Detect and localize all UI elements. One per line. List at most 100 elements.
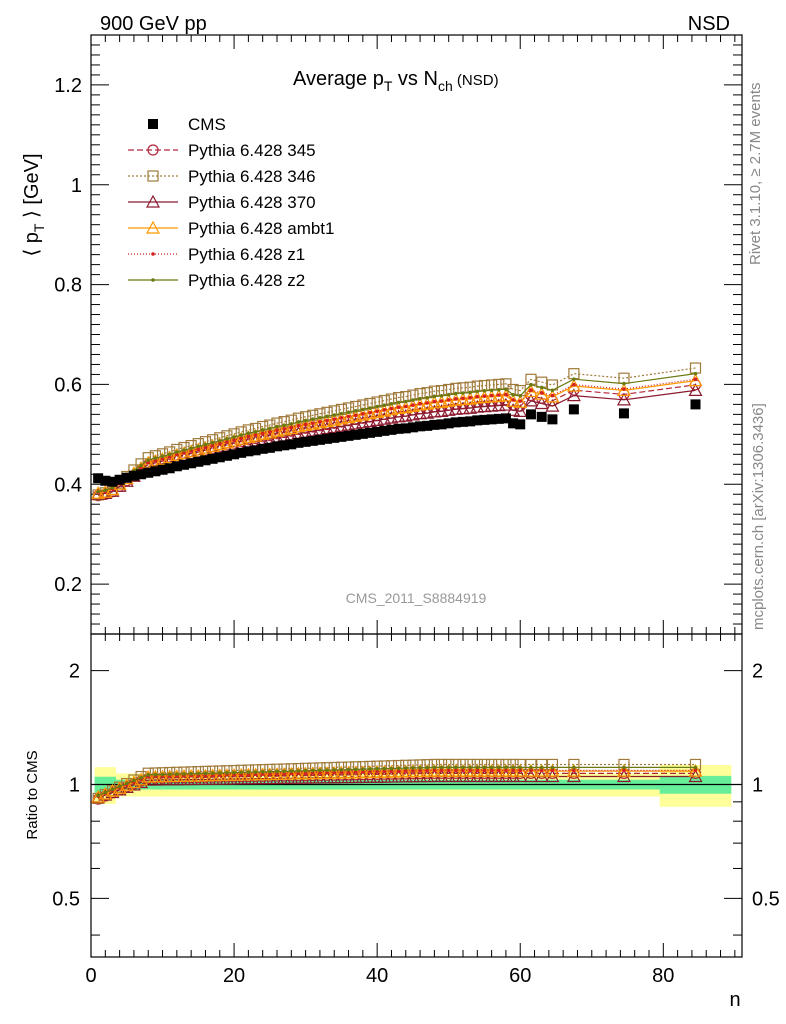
ratio-point bbox=[325, 770, 329, 775]
series-point bbox=[529, 382, 533, 387]
ratio-point bbox=[253, 770, 258, 774]
series-point bbox=[506, 403, 521, 416]
series-point bbox=[461, 391, 465, 395]
series-point bbox=[210, 440, 215, 445]
ratio-point bbox=[189, 771, 193, 776]
ratio-point bbox=[382, 766, 387, 771]
cms-point bbox=[429, 419, 440, 430]
series-point bbox=[282, 423, 286, 428]
cms-point bbox=[407, 422, 418, 433]
ratio-point bbox=[219, 771, 234, 785]
cms-point bbox=[272, 441, 282, 452]
series-point bbox=[489, 393, 494, 398]
cms-point bbox=[472, 415, 483, 426]
series-point bbox=[246, 431, 251, 436]
series-point bbox=[103, 488, 108, 493]
cms-point bbox=[257, 443, 268, 454]
series-point bbox=[427, 395, 442, 409]
cms-point bbox=[128, 470, 139, 481]
ratio-point bbox=[511, 765, 515, 770]
ratio-point bbox=[572, 765, 576, 770]
legend-label: Pythia 6.428 346 bbox=[188, 167, 316, 186]
series-point bbox=[523, 393, 538, 407]
series-point bbox=[616, 383, 631, 396]
cms-point bbox=[690, 399, 701, 410]
ratio-tick-label: 1 bbox=[752, 775, 763, 797]
ratio-series bbox=[91, 758, 703, 805]
ratio-point bbox=[96, 793, 100, 798]
ratio-point bbox=[196, 771, 201, 776]
series-point bbox=[529, 388, 533, 392]
energy-label: 900 GeV pp bbox=[100, 13, 207, 35]
series-point bbox=[303, 422, 308, 427]
cms-point bbox=[515, 419, 526, 430]
ratio-point bbox=[318, 771, 322, 775]
y-tick-label: 0.8 bbox=[54, 275, 82, 297]
series-point bbox=[325, 414, 329, 419]
legend-label: Pythia 6.428 345 bbox=[188, 141, 316, 160]
series-point bbox=[550, 388, 555, 393]
ratio-point bbox=[284, 771, 299, 784]
ratio-point bbox=[246, 770, 251, 775]
ratio-point bbox=[135, 770, 147, 783]
ratio-point bbox=[482, 768, 487, 773]
ratio-point bbox=[298, 770, 313, 784]
cms-point bbox=[343, 430, 354, 441]
ratio-point bbox=[175, 772, 179, 776]
ratio-ticks: 0.5 0.5 1 1 2 2 bbox=[52, 634, 780, 957]
cms-point bbox=[336, 431, 347, 442]
series-point bbox=[225, 437, 229, 441]
legend-label: Pythia 6.428 ambt1 bbox=[188, 219, 334, 238]
ratio-point bbox=[248, 767, 263, 781]
cms-point bbox=[379, 425, 390, 436]
ratio-point bbox=[153, 772, 158, 777]
series-point bbox=[253, 430, 258, 434]
y-tick-label: 1 bbox=[71, 175, 82, 197]
series-point bbox=[346, 414, 351, 419]
series-point bbox=[689, 362, 702, 374]
cms-point bbox=[393, 423, 404, 434]
series-point bbox=[282, 427, 286, 431]
ratio-point bbox=[368, 767, 372, 771]
ratio-point bbox=[320, 766, 335, 779]
cms-point bbox=[422, 420, 433, 431]
series-point bbox=[403, 399, 408, 404]
ratio-point bbox=[361, 770, 365, 774]
ratio-frame bbox=[90, 633, 743, 958]
cms-point bbox=[164, 463, 175, 474]
ratio-point bbox=[539, 765, 544, 770]
series-point bbox=[498, 397, 513, 411]
legend-marker bbox=[148, 119, 158, 129]
cms-point bbox=[114, 474, 125, 485]
cms-point bbox=[214, 452, 225, 463]
cms-point bbox=[229, 449, 240, 460]
ratio-point bbox=[232, 770, 236, 775]
series-point bbox=[167, 452, 172, 457]
series-point bbox=[217, 438, 222, 443]
series-point bbox=[489, 388, 494, 393]
series-point bbox=[260, 431, 265, 436]
ratio-point bbox=[468, 768, 472, 773]
series-point bbox=[468, 395, 472, 400]
cms-point bbox=[436, 419, 447, 430]
series-point bbox=[339, 411, 344, 416]
cms-point bbox=[286, 439, 297, 450]
cms-point bbox=[171, 461, 182, 472]
cms-point bbox=[314, 434, 325, 445]
ratio-tick-label: 2 bbox=[69, 661, 80, 683]
ratio-point bbox=[182, 772, 186, 776]
series-point bbox=[455, 392, 471, 406]
ratio-point bbox=[298, 766, 313, 780]
cms-point bbox=[279, 440, 290, 451]
series-point bbox=[566, 388, 581, 402]
ratio-point bbox=[155, 769, 170, 783]
ratio-point bbox=[448, 763, 463, 777]
ratio-point bbox=[377, 764, 392, 778]
ratio-point bbox=[484, 763, 499, 777]
cms-point bbox=[322, 433, 333, 444]
series-2 bbox=[92, 362, 702, 501]
ratio-point bbox=[282, 769, 286, 774]
y-tick-label: 0.4 bbox=[54, 474, 82, 496]
cms-point bbox=[300, 436, 311, 447]
series-point bbox=[545, 389, 560, 403]
